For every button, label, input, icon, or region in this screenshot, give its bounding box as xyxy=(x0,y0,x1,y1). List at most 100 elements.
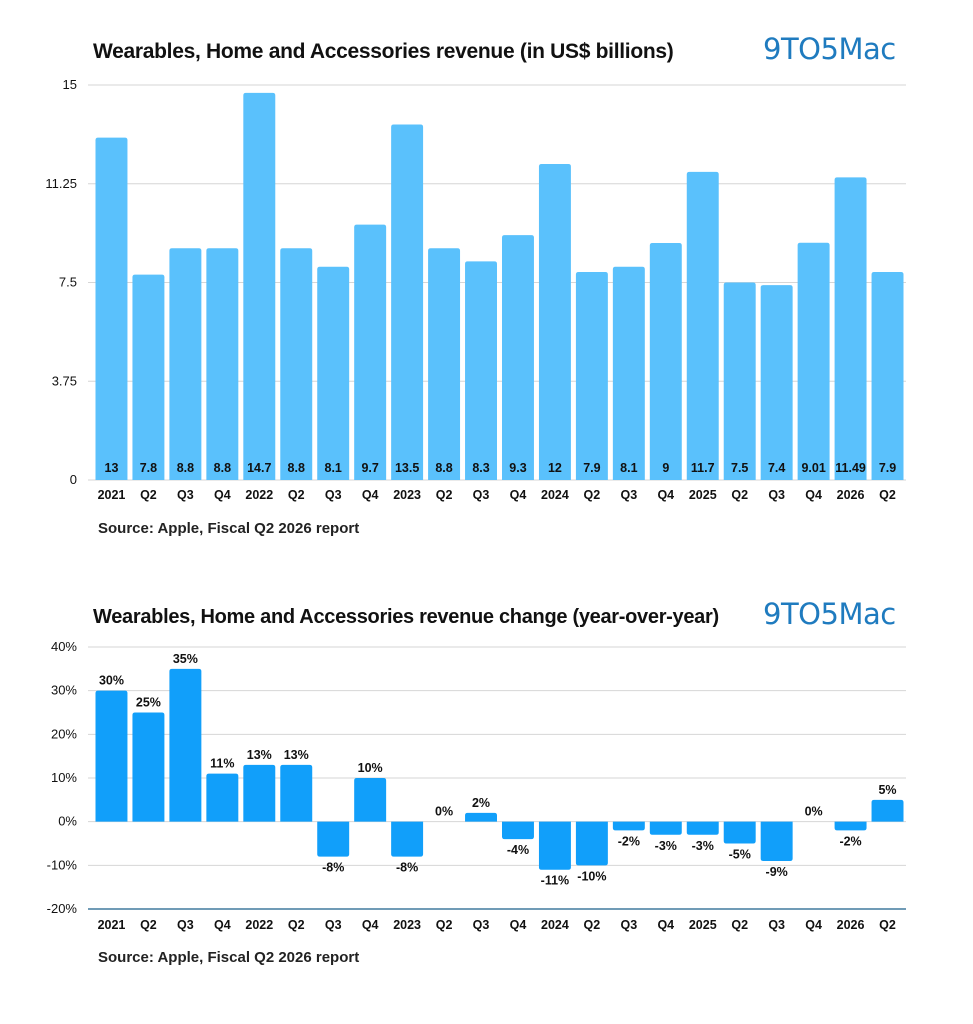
x-tick-label: Q4 xyxy=(214,918,231,932)
data-label: 8.1 xyxy=(325,461,342,475)
x-tick-label: 2026 xyxy=(837,918,865,932)
9to5mac-logo: 9TO5Mac xyxy=(763,32,896,66)
y-tick-label: 10% xyxy=(51,770,77,785)
data-label: 2% xyxy=(472,796,490,810)
bar xyxy=(465,812,497,822)
y-tick-label: 7.5 xyxy=(59,275,77,290)
bar xyxy=(391,124,424,480)
data-label: 11.7 xyxy=(691,461,715,475)
bar xyxy=(169,668,202,822)
data-label: 13.5 xyxy=(395,461,419,475)
data-label: -10% xyxy=(577,869,606,883)
bar xyxy=(575,821,608,866)
data-label: 8.8 xyxy=(214,461,231,475)
data-label: 7.5 xyxy=(731,461,748,475)
data-label: 8.3 xyxy=(472,461,489,475)
bar xyxy=(317,821,350,857)
bar xyxy=(649,821,682,835)
x-tick-label: Q3 xyxy=(325,918,342,932)
y-tick-label: -20% xyxy=(47,901,78,916)
y-tick-label: 20% xyxy=(51,726,77,741)
bar xyxy=(280,764,313,822)
x-tick-label: Q2 xyxy=(288,488,305,502)
x-tick-label: 2022 xyxy=(245,488,273,502)
x-tick-label: Q2 xyxy=(140,488,157,502)
data-label: 11% xyxy=(210,757,234,771)
data-label: 0% xyxy=(435,805,453,819)
x-tick-label: Q4 xyxy=(657,488,674,502)
bar xyxy=(871,799,904,822)
y-tick-label: 15 xyxy=(63,77,77,92)
x-tick-label: Q2 xyxy=(584,488,601,502)
x-tick-label: 2021 xyxy=(98,488,126,502)
bar xyxy=(132,712,165,822)
data-label: 8.8 xyxy=(288,461,305,475)
x-tick-label: Q3 xyxy=(473,918,490,932)
x-tick-label: Q2 xyxy=(436,918,453,932)
data-label: 14.7 xyxy=(247,461,271,475)
data-label: 9.3 xyxy=(509,461,526,475)
x-tick-label: Q3 xyxy=(620,918,637,932)
data-label: -9% xyxy=(766,865,788,879)
bar xyxy=(95,690,128,822)
x-tick-label: Q3 xyxy=(768,918,785,932)
x-tick-label: Q2 xyxy=(731,918,748,932)
bar xyxy=(132,274,165,480)
x-tick-label: Q4 xyxy=(214,488,231,502)
data-label: -11% xyxy=(541,874,570,888)
bar xyxy=(169,248,202,480)
x-tick-label: Q2 xyxy=(288,918,305,932)
revenue-bar-chart: 15 11.25 7.5 3.75 0 2021 13 Q2 7.8 Q3 8.8 Q4 8.8 2022… xyxy=(45,77,906,502)
bar xyxy=(834,177,867,480)
data-label: 9.01 xyxy=(801,461,825,475)
bar xyxy=(760,285,793,480)
bar xyxy=(317,266,350,480)
bar xyxy=(723,282,756,480)
data-label: 9 xyxy=(662,461,669,475)
data-label: 7.4 xyxy=(768,461,785,475)
bar xyxy=(723,821,756,844)
y-tick-label: 30% xyxy=(51,683,77,698)
x-tick-label: Q4 xyxy=(805,918,822,932)
chart2-source: Source: Apple, Fiscal Q2 2026 report xyxy=(98,949,360,966)
x-tick-label: Q3 xyxy=(620,488,637,502)
x-tick-label: Q4 xyxy=(657,918,674,932)
bar xyxy=(354,778,387,822)
x-tick-label: Q4 xyxy=(510,488,527,502)
bar xyxy=(612,821,645,831)
x-tick-label: Q3 xyxy=(177,918,194,932)
data-label: 9.7 xyxy=(361,461,378,475)
x-tick-label: Q4 xyxy=(362,488,379,502)
x-tick-label: Q2 xyxy=(879,918,896,932)
bar xyxy=(538,821,571,870)
data-label: 7.8 xyxy=(140,461,157,475)
data-label: 10% xyxy=(358,761,383,775)
data-label: 13% xyxy=(284,748,309,762)
chart1-source: Source: Apple, Fiscal Q2 2026 report xyxy=(98,520,360,537)
x-tick-label: Q2 xyxy=(731,488,748,502)
y-tick-label: 3.75 xyxy=(52,373,77,388)
bar xyxy=(649,243,682,480)
bar xyxy=(280,248,313,480)
data-label: 30% xyxy=(99,674,124,688)
data-label: -8% xyxy=(322,861,344,875)
bar xyxy=(760,821,793,861)
data-label: -2% xyxy=(618,834,640,848)
x-tick-label: Q3 xyxy=(473,488,490,502)
data-label: -4% xyxy=(507,843,529,857)
bar xyxy=(612,266,645,480)
data-label: 5% xyxy=(878,783,896,797)
data-label: 0% xyxy=(805,805,823,819)
chart1-title: Wearables, Home and Accessories revenue … xyxy=(93,40,674,63)
data-label: 12 xyxy=(548,461,562,475)
x-tick-label: 2022 xyxy=(245,918,273,932)
bar xyxy=(206,248,239,480)
x-tick-label: 2023 xyxy=(393,488,421,502)
data-label: -5% xyxy=(729,848,751,862)
data-label: 13 xyxy=(105,461,119,475)
y-tick-label: 0% xyxy=(58,814,77,829)
bar xyxy=(686,821,719,835)
data-label: 8.8 xyxy=(435,461,452,475)
x-tick-label: 2023 xyxy=(393,918,421,932)
